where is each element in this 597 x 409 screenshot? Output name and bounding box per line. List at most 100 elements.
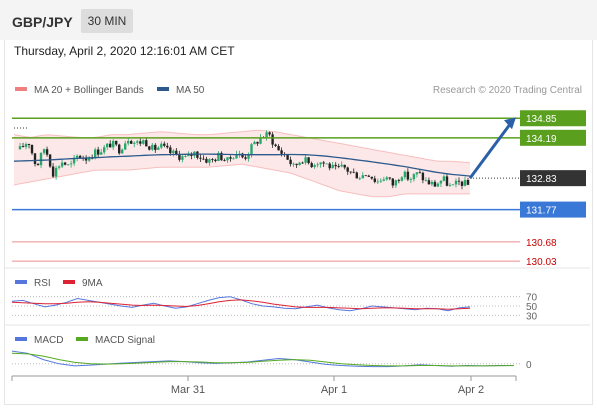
candle-body xyxy=(163,143,166,146)
level-badge xyxy=(520,170,586,187)
ma20-legend-swatch xyxy=(15,87,27,91)
candle-body xyxy=(145,140,148,147)
rsi-tick-label: 50 xyxy=(526,302,538,313)
rsi-tick-label: 70 xyxy=(526,293,538,304)
candle-body xyxy=(373,178,376,182)
candle-body xyxy=(30,145,34,154)
forecast-arrow xyxy=(468,123,512,180)
header-bar: GBP/JPY 30 MIN xyxy=(0,0,597,40)
candle-body xyxy=(307,157,310,164)
candle-body xyxy=(139,141,142,144)
candle-body xyxy=(406,171,410,180)
candle-body xyxy=(379,180,382,182)
candle-body xyxy=(166,145,169,148)
candle-body xyxy=(121,149,124,154)
timeframe-button[interactable]: 30 MIN xyxy=(81,9,133,33)
candle-body xyxy=(217,152,220,161)
candle-body xyxy=(427,180,431,185)
candle-body xyxy=(178,154,181,160)
candle-body xyxy=(100,152,103,155)
bollinger-band-area xyxy=(14,130,470,197)
candle-body xyxy=(466,180,470,185)
time-tick-label: Apr 1 xyxy=(321,384,347,396)
candle-body xyxy=(394,180,397,186)
candle-body xyxy=(310,163,313,168)
rsi-ma-legend-swatch xyxy=(63,280,75,284)
candle-body xyxy=(247,154,250,159)
candle-body xyxy=(259,137,262,144)
ma20-legend-label: MA 20 + Bollinger Bands xyxy=(34,85,144,96)
candle-body xyxy=(57,166,61,168)
candle-body xyxy=(289,159,292,165)
candle-body xyxy=(157,147,160,150)
candle-body xyxy=(274,144,277,146)
candle-body xyxy=(27,144,31,145)
candle-body xyxy=(349,171,352,173)
candle-body xyxy=(364,175,367,177)
candle-body xyxy=(181,156,184,160)
candle-body xyxy=(94,149,97,158)
level-badge xyxy=(520,201,586,218)
candle-body xyxy=(190,153,193,156)
chart-panel xyxy=(4,40,593,405)
level-label: 132.83 xyxy=(526,174,557,185)
candle-body xyxy=(457,180,461,182)
price-chart: 134.85 134.19 132.83 131.77 130.68 130.03 xyxy=(12,110,586,268)
candle-body xyxy=(54,167,58,177)
candle-body xyxy=(439,180,443,184)
macd-legend-swatch xyxy=(15,337,27,341)
candle-body xyxy=(66,164,70,166)
candle-body xyxy=(271,134,274,145)
macd-line xyxy=(11,350,514,368)
candle-body xyxy=(376,181,379,183)
candle-body xyxy=(75,155,79,158)
candle-body xyxy=(124,143,127,150)
candle-body xyxy=(415,172,419,175)
candle-body xyxy=(36,164,40,166)
candle-body xyxy=(397,180,400,181)
candle-body xyxy=(142,140,145,144)
rsi-ma-legend-label: 9MA xyxy=(82,278,103,289)
ma50-line xyxy=(13,153,471,177)
candle-body xyxy=(301,162,304,164)
candle-body xyxy=(409,179,413,180)
candle-body xyxy=(220,152,223,161)
candle-body xyxy=(382,179,385,181)
candle-body xyxy=(97,149,100,155)
candle-body xyxy=(412,174,416,180)
candle-body xyxy=(295,163,298,165)
candle-body xyxy=(424,180,428,181)
candle-body xyxy=(430,181,434,185)
candle-body xyxy=(370,176,373,179)
candle-body xyxy=(112,140,115,148)
candle-body xyxy=(316,164,319,166)
candle-body xyxy=(463,180,467,186)
candle-body xyxy=(265,132,268,139)
candle-body xyxy=(103,147,106,153)
candle-body xyxy=(33,153,37,164)
candle-body xyxy=(313,165,316,167)
macd-signal-line xyxy=(11,352,515,367)
candle-body xyxy=(232,158,235,160)
candle-body xyxy=(211,159,214,160)
level-badge xyxy=(520,110,586,127)
candle-body xyxy=(451,184,455,186)
candle-body xyxy=(334,164,337,167)
candle-body xyxy=(460,181,464,186)
candle-body xyxy=(115,140,118,145)
rsi-legend-swatch xyxy=(15,280,27,284)
candle-body xyxy=(391,178,394,186)
macd-signal-legend-swatch xyxy=(76,337,88,341)
candle-body xyxy=(148,146,151,150)
candle-body xyxy=(337,166,340,167)
candle-body xyxy=(400,177,404,181)
candle-body xyxy=(433,181,437,187)
level-label: 134.19 xyxy=(526,134,557,145)
symbol-label: GBP/JPY xyxy=(12,14,73,30)
candle-body xyxy=(346,167,349,172)
candle-body xyxy=(72,157,76,164)
macd-signal-legend-label: MACD Signal xyxy=(95,335,155,346)
candle-body xyxy=(244,157,247,159)
candle-body xyxy=(106,143,109,148)
